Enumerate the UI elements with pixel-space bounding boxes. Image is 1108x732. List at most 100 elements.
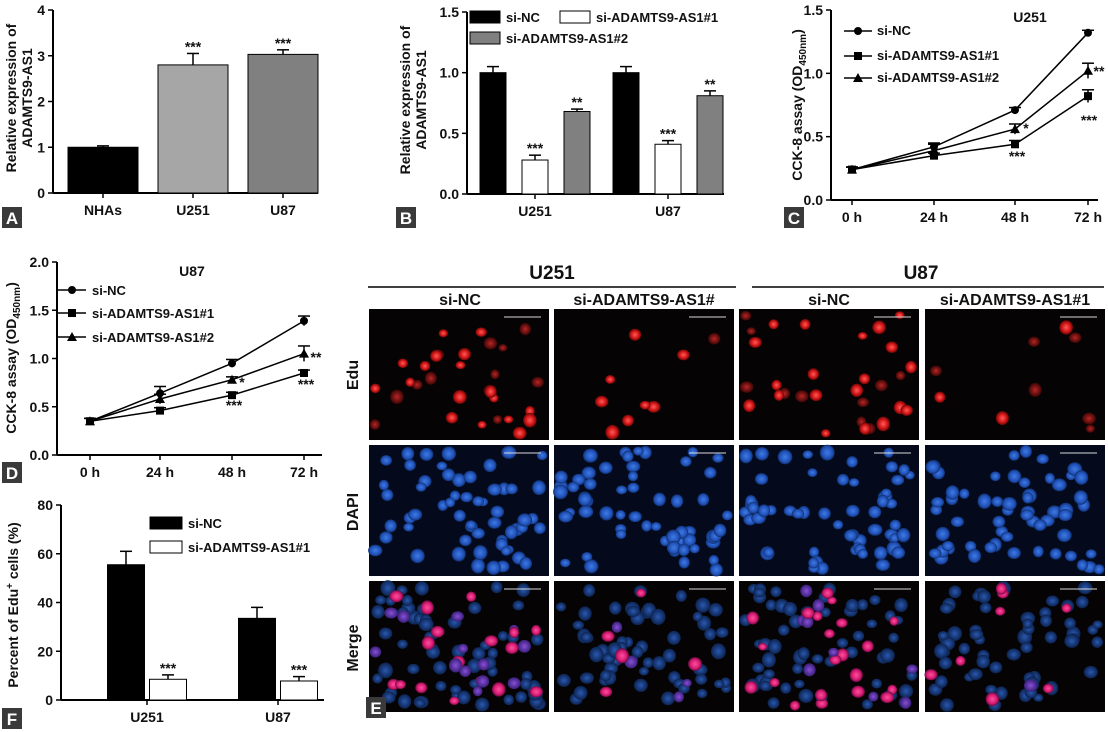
nucleus-edu [876,416,891,432]
panel-d-legend-label-0: si-NC [92,283,127,298]
panel-f-bar-s1-c1 [280,680,318,701]
nucleus-edu [850,383,864,397]
panel-d-ylabel-close: ) [3,282,19,287]
nucleus-dapi [1032,545,1044,558]
nucleus-dapi [512,600,525,611]
panel-c-x-tick-label: 24 h [920,209,948,225]
nucleus-edu [445,411,459,424]
panel-d-point-circle [156,389,164,398]
panel-b-significance-label: *** [527,140,544,156]
nucleus-dapi [598,461,613,474]
panel-c-point-triangle [1010,124,1020,134]
nucleus-dapi [792,663,803,675]
nucleus-dapi [934,643,949,659]
panel-d-point-square [300,368,308,377]
nucleus-merge [484,635,499,647]
micrograph-background [369,309,549,440]
nucleus-edu [885,341,898,353]
panel-a-bar-chart: Relative expression of ADAMTS9-AS1 0 1 2 3 4… [2,2,319,228]
panel-b-bars: ********** [479,65,724,195]
panel-d-legend-triangle-marker [67,332,77,341]
nucleus-dapi [763,669,775,679]
micrograph-tile-r2-c1 [554,581,734,712]
nucleus-dapi [1064,550,1077,562]
nucleus-dapi [678,556,690,569]
nucleus-dapi [1064,634,1080,648]
nucleus-dapi [989,661,1003,674]
nucleus-merge [995,582,1007,595]
nucleus-dapi [783,601,798,617]
nucleus-edu [799,319,811,330]
nucleus-merge [449,696,460,706]
nucleus-dapi [777,449,793,465]
panel-a-bar-2 [247,53,319,194]
nucleus-dapi [761,652,776,668]
nucleus-merge [1042,683,1054,694]
nucleus-dapi [708,603,723,617]
nucleus-dapi [896,527,911,543]
nucleus-dapi [1074,470,1089,485]
nucleus-dapi [875,559,891,571]
nucleus-edu [594,395,609,408]
panel-a-y-tick-label: 2 [37,94,45,110]
nucleus-dapi [553,484,568,500]
nucleus-dapi [505,483,518,495]
nucleus-dapi [992,515,1006,528]
nucleus-edu [1082,412,1096,425]
panel-d-tag: D [2,462,22,483]
nucleus-dapi [1006,648,1021,661]
nucleus-dapi [1022,492,1034,504]
panel-a-bars: *** *** [67,35,319,194]
nucleus-merge [430,625,445,638]
nucleus-dapi [1000,531,1014,542]
nucleus-dapi [584,559,599,574]
nucleus-dapi [713,523,727,538]
nucleus-merge [995,606,1006,616]
panel-f-bar-chart: Percent of Edu+ cells (%) 0 20 40 60 80 U251 U… [2,497,324,729]
panel-c-tag: C [784,207,804,228]
panel-d-y-tick-label: 1.0 [30,351,50,367]
nucleus-dapi [378,662,393,679]
nucleus-dapi [633,678,648,692]
nucleus-dapi [642,657,654,668]
nucleus-dapi [490,581,503,594]
nucleus-dapi [463,470,477,484]
nucleus-dapi [832,520,844,530]
nucleus-merge [814,688,828,702]
panel-f-y-tick-label: 80 [37,497,53,513]
nucleus-merge [1023,679,1038,692]
panel-f-y-tick-label: 20 [37,643,53,659]
nucleus-edu [739,381,754,393]
nucleus-dapi [436,461,448,471]
nucleus-merge [821,587,834,599]
panel-f-bar-s0-c1 [238,617,276,701]
panel-d-axes: 0.0 0.5 1.0 1.5 2.0 0 h 24 h 48 h 72 h [30,254,322,480]
panel-f-y-tick-label: 60 [37,546,53,562]
nucleus-dapi [408,508,423,521]
panel-b-y-tick-label: 0.5 [440,125,460,141]
nucleus-dapi [857,599,869,611]
nucleus-dapi [456,690,471,705]
nucleus-dapi [450,685,462,695]
nucleus-merge [529,686,543,698]
panel-c-legend-circle-marker [854,27,862,35]
nucleus-merge [397,610,410,623]
panel-f-ylabel-sup: + [5,583,16,589]
nucleus-dapi [378,627,393,640]
nucleus-edu [492,414,503,424]
nucleus-dapi [867,523,883,536]
panel-d-x-tick-label: 72 h [290,464,318,480]
nucleus-dapi [460,491,473,503]
nucleus-dapi [935,526,950,542]
micrograph-tile-r1-c2 [739,444,919,576]
panel-c-point-circle [1011,106,1019,115]
nucleus-dapi [697,493,710,506]
panel-e-micrograph-grid: U251 U87 si-NC si-ADAMTS9-AS1# si-NC si-… [345,263,1105,718]
nucleus-dapi [709,563,723,577]
nucleus-dapi [378,479,389,491]
nucleus-dapi [757,504,771,517]
nucleus-dapi [931,497,945,508]
nucleus-dapi [802,450,814,459]
nucleus-dapi [1076,559,1088,571]
nucleus-dapi [1076,595,1089,609]
